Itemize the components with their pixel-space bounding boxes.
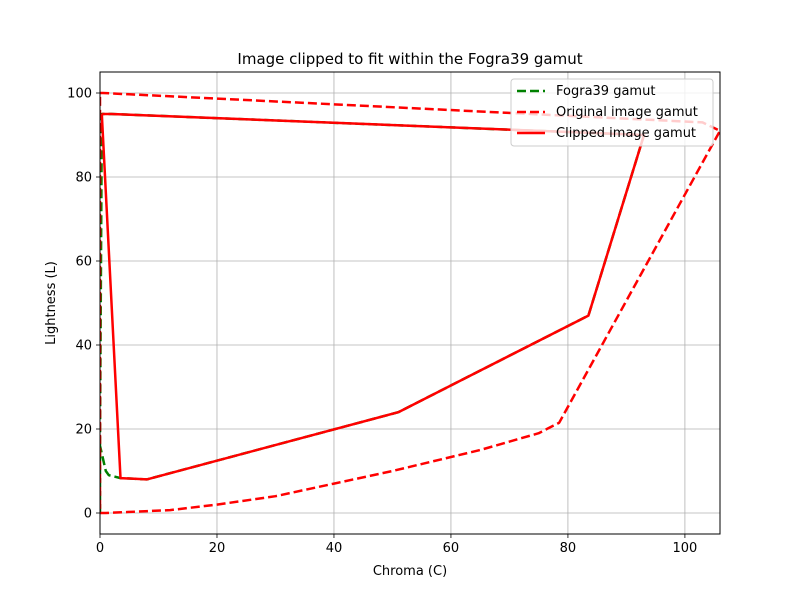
legend: Fogra39 gamut Original image gamut Clipp…	[510, 78, 714, 147]
y-tick-label: 80	[75, 171, 92, 186]
x-axis-label: Chroma (C)	[373, 564, 447, 579]
x-tick-label: 40	[326, 541, 343, 556]
y-tick-label: 0	[84, 507, 92, 522]
chart-title: Image clipped to fit within the Fogra39 …	[237, 50, 582, 68]
axes-frame	[99, 71, 721, 535]
plot-series	[100, 91, 720, 515]
legend-label-original: Original image gamut	[556, 105, 698, 120]
legend-frame	[510, 78, 714, 147]
y-axis-label: Lightness (L)	[44, 261, 59, 345]
y-tick-label: 100	[67, 87, 92, 102]
legend-label-clipped: Clipped image gamut	[556, 126, 696, 141]
x-tick-label: 60	[443, 541, 460, 556]
y-tick-label: 60	[75, 255, 92, 270]
original-gamut-line	[100, 91, 720, 515]
grid	[99, 72, 720, 534]
y-tick-label: 40	[75, 339, 92, 354]
x-tick-label: 80	[560, 541, 577, 556]
x-tick-label: 20	[209, 541, 226, 556]
y-tick-label: 20	[75, 423, 92, 438]
x-tick-label: 0	[96, 541, 104, 556]
x-tick-label: 100	[672, 541, 697, 556]
axis-ticks: 0 20 40 60 80 100 0 20 40 60 80 100	[67, 87, 697, 557]
legend-label-fogra39: Fogra39 gamut	[556, 84, 655, 99]
clipped-gamut-line	[100, 112, 646, 481]
